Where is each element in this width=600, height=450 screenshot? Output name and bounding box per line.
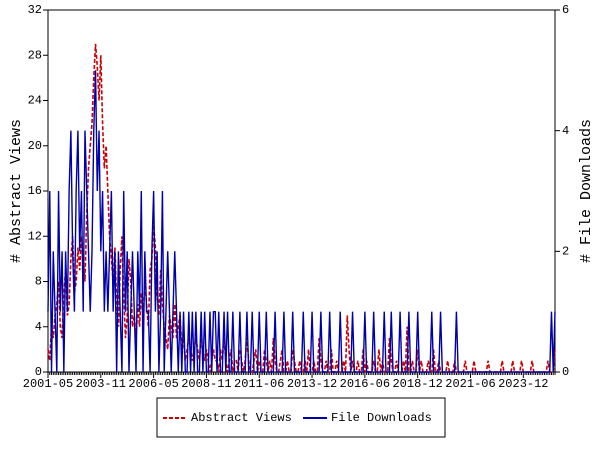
x-tick-label: 2001-05: [23, 377, 73, 391]
y-tick-label: 16: [28, 184, 42, 198]
x-tick-label: 2016-06: [340, 377, 390, 391]
legend-label: File Downloads: [331, 411, 432, 425]
series-line: [47, 70, 556, 373]
x-tick-label: 2021-06: [445, 377, 495, 391]
y-axis-label: # Abstract Views: [8, 119, 25, 263]
x-tick-label: 2006-05: [128, 377, 178, 391]
x-tick-label: 2011-06: [234, 377, 284, 391]
y-tick-label: 32: [28, 3, 42, 17]
legend-box: [156, 397, 446, 438]
legend-label: Abstract Views: [191, 411, 292, 425]
x-tick-label: 2008-11: [181, 377, 231, 391]
x-tick-label: 2018-12: [392, 377, 442, 391]
y-tick-label: 4: [35, 320, 42, 334]
y-tick-label: 0: [35, 365, 42, 379]
x-tick-label: 2013-12: [287, 377, 337, 391]
x-tick-label: 2023-12: [498, 377, 548, 391]
y-tick-label: 20: [28, 139, 42, 153]
y2-tick-label: 2: [562, 245, 569, 259]
y-tick-label: 28: [28, 48, 42, 62]
y-tick-label: 12: [28, 229, 42, 243]
y-tick-label: 24: [28, 94, 42, 108]
y-tick-label: 8: [35, 275, 42, 289]
y2-tick-label: 0: [562, 365, 569, 379]
x-tick-label: 2003-11: [76, 377, 126, 391]
y2-tick-label: 6: [562, 3, 569, 17]
y2-tick-label: 4: [562, 124, 569, 138]
y2-axis-label: # File Downloads: [578, 119, 595, 263]
